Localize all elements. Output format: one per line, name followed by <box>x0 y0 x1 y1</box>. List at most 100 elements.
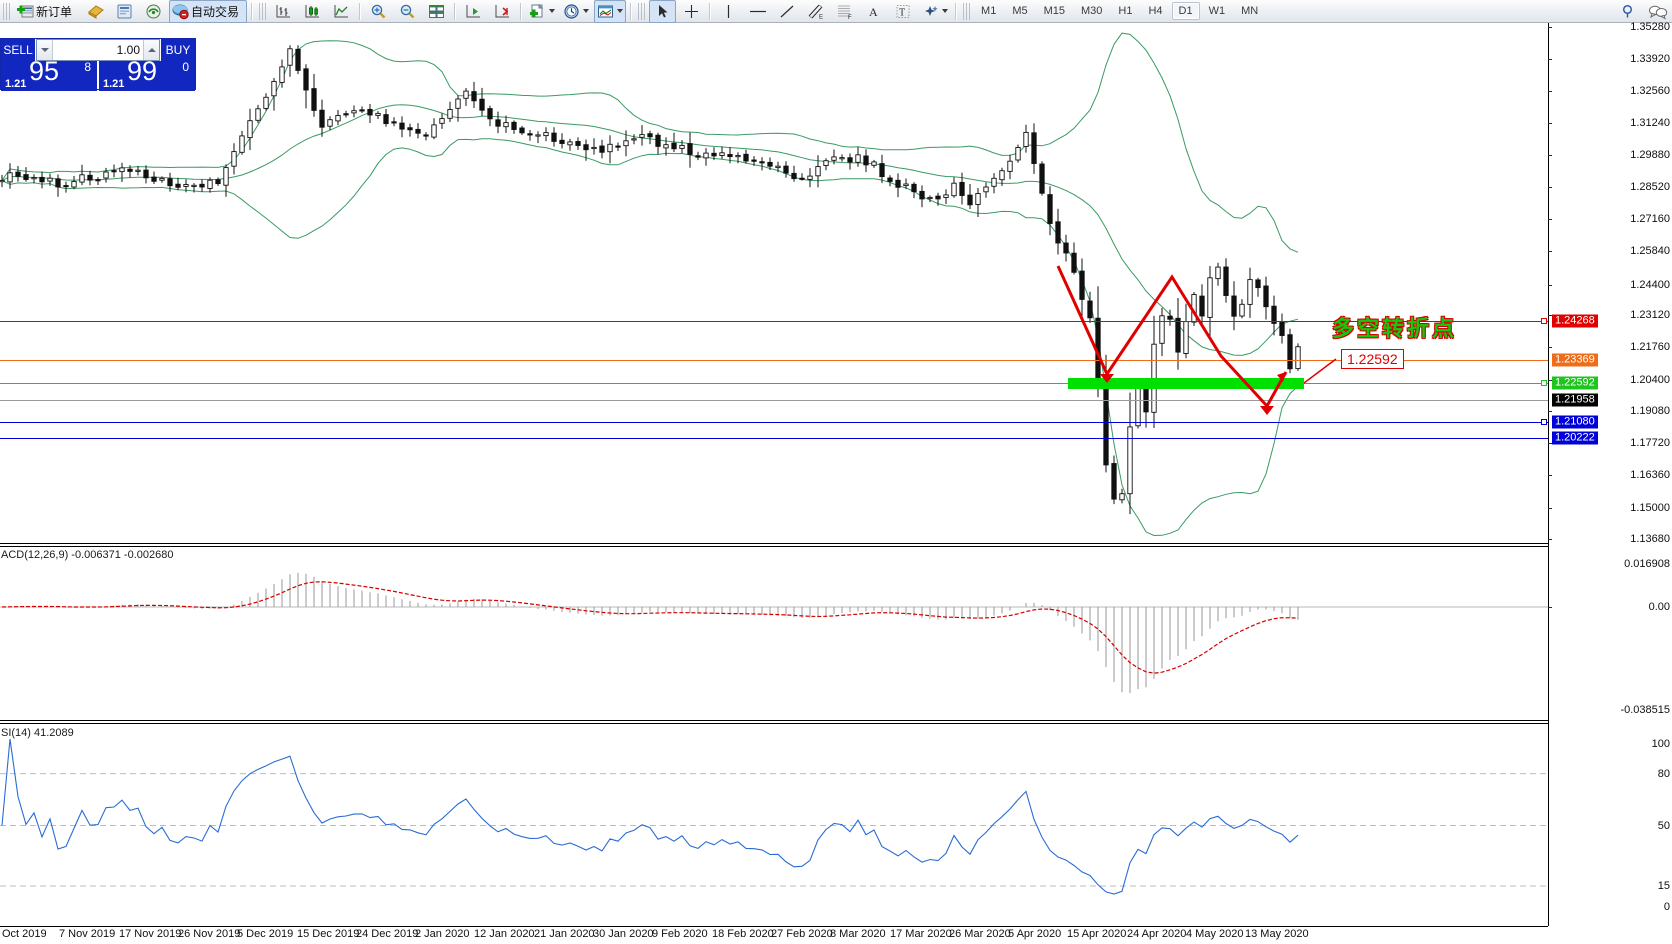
horizontal-line-icon <box>748 3 768 20</box>
one-click-trading-panel[interactable]: SELL 1.00 BUY 1.21 95 8 <box>0 38 196 91</box>
templates-caret-icon[interactable] <box>617 9 624 13</box>
horizontal-line-button[interactable] <box>744 0 771 23</box>
volume-field[interactable]: 1.00 <box>36 39 160 61</box>
timeframe-d1-button[interactable]: D1 <box>1171 2 1200 20</box>
rsi-axis-tick-label: 80 <box>1657 767 1670 780</box>
time-axis-tick-label: 27 Feb 2020 <box>771 928 833 940</box>
svg-text:F: F <box>848 15 852 20</box>
price-axis-tick <box>1548 315 1552 317</box>
tile-windows-icon <box>428 3 445 20</box>
price-pane[interactable] <box>0 23 1548 543</box>
new-order-button[interactable]: 新订单 <box>14 0 80 23</box>
terminal-button[interactable] <box>111 0 138 23</box>
timeframe-w1-button[interactable]: W1 <box>1208 5 1226 17</box>
candlestick-chart-button[interactable] <box>299 0 326 23</box>
templates-button[interactable] <box>594 0 627 23</box>
volume-decrement-button[interactable] <box>37 40 53 60</box>
bar-chart-button[interactable] <box>270 0 297 23</box>
time-axis-tick-label: 21 Jan 2020 <box>534 928 595 940</box>
equidistant-channel-button[interactable]: E <box>802 0 829 23</box>
search-button[interactable] <box>1615 0 1642 23</box>
volume-value[interactable]: 1.00 <box>116 43 140 57</box>
price-tag-1-22592[interactable]: 1.22592 <box>1552 376 1598 390</box>
timeframe-m1-button[interactable]: M1 <box>981 5 997 17</box>
price-axis-tick-label: 1.35280 <box>1630 21 1670 33</box>
timeframe-m15-button[interactable]: M15 <box>1043 5 1065 17</box>
horizontal-line-1-22592[interactable] <box>0 383 1548 384</box>
shift-chart-button[interactable] <box>460 0 487 23</box>
price-tag-1-23369[interactable]: 1.23369 <box>1552 353 1598 367</box>
period-caret-icon[interactable] <box>583 9 590 13</box>
timeframe-h1-button[interactable]: H1 <box>1118 5 1133 17</box>
horizontal-line-1-24268[interactable] <box>0 321 1548 322</box>
price-axis-tick-label: 1.20400 <box>1630 373 1670 386</box>
arrows-caret-icon[interactable] <box>942 9 949 13</box>
toolbar-separator-7 <box>955 2 958 20</box>
timeframe-group: M1 M5 M15 M30 H1 H4 D1 W1 MN <box>973 2 1266 20</box>
horizontal-line-1-23369[interactable] <box>0 360 1548 361</box>
autotrading-icon <box>172 3 189 20</box>
autotrading-label: 自动交易 <box>191 4 240 19</box>
rsi-axis[interactable]: 100 80 50 15 0 <box>1548 725 1672 926</box>
support-zone-highlight[interactable] <box>1068 378 1304 389</box>
chat-button[interactable] <box>1644 0 1671 23</box>
volume-increment-button[interactable] <box>143 40 159 60</box>
objects-toolbar-grip[interactable] <box>638 2 646 20</box>
timeframe-m5-button[interactable]: M5 <box>1012 5 1028 17</box>
arrows-button[interactable] <box>918 0 951 23</box>
vertical-line-button[interactable] <box>715 0 742 23</box>
price-macd-divider <box>0 543 1548 544</box>
timeframe-h4-button[interactable]: H4 <box>1148 5 1163 17</box>
market-watch-button[interactable] <box>140 0 167 23</box>
add-indicator-caret-icon[interactable] <box>549 9 556 13</box>
line-chart-button[interactable] <box>328 0 355 23</box>
time-axis-tick-label: 15 Apr 2020 <box>1067 928 1127 940</box>
crosshair-button[interactable] <box>678 0 705 23</box>
ask-price-prefix: 1.21 <box>103 78 125 90</box>
fibonacci-button[interactable]: F <box>831 0 858 23</box>
text-a-icon: A <box>867 3 881 20</box>
ask-price[interactable]: 1.21 99 0 <box>99 56 195 91</box>
time-axis[interactable]: Oct 2019 7 Nov 2019 17 Nov 2019 26 Nov 2019… <box>0 926 1672 944</box>
tile-windows-button[interactable] <box>423 0 450 23</box>
line-handle[interactable] <box>1541 318 1547 324</box>
time-axis-tick-label: Oct 2019 <box>2 928 47 940</box>
periodicity-toolbar-grip[interactable] <box>963 2 971 20</box>
price-axis-tick <box>1548 27 1552 28</box>
autotrading-button[interactable]: 自动交易 <box>169 0 248 23</box>
text-label-button[interactable]: T <box>889 0 916 23</box>
price-axis[interactable]: 1.35280 1.33920 1.32560 1.31240 1.29880 1.285… <box>1548 21 1672 545</box>
auto-scroll-button[interactable] <box>489 0 516 23</box>
price-tag-1-24268[interactable]: 1.24268 <box>1552 314 1598 328</box>
timeframe-m30-button[interactable]: M30 <box>1081 5 1103 17</box>
line-handle[interactable] <box>1541 419 1547 425</box>
trendline-button[interactable] <box>773 0 800 23</box>
price-axis-tick-label: 1.15000 <box>1630 501 1670 514</box>
ask-price-big: 99 <box>127 56 158 86</box>
bid-price[interactable]: 1.21 95 8 <box>1 56 97 91</box>
buy-button[interactable]: BUY <box>161 39 195 61</box>
horizontal-line-1-20222[interactable] <box>0 438 1548 439</box>
text-button[interactable]: A <box>860 0 887 23</box>
sell-button[interactable]: SELL <box>1 39 35 61</box>
price-tag-1-21958[interactable]: 1.21958 <box>1552 393 1598 407</box>
horizontal-line-1-21080[interactable] <box>0 422 1548 423</box>
price-axis-tick-label: 1.33920 <box>1630 53 1670 66</box>
rsi-axis-tick-label: 100 <box>1651 738 1670 750</box>
chart-area[interactable]: GBPUSD-,Daily 1.20853 1.22264 1.20835 1.… <box>0 21 1672 944</box>
macd-axis[interactable]: 0.016908 0.00 -0.038515 <box>1548 548 1672 720</box>
price-tag-1-20222[interactable]: 1.20222 <box>1552 431 1598 445</box>
metaeditor-button[interactable] <box>82 0 109 23</box>
charts-toolbar-grip[interactable] <box>259 2 267 20</box>
period-button[interactable] <box>560 0 592 23</box>
zoom-out-button[interactable] <box>394 0 421 23</box>
zoom-in-button[interactable] <box>365 0 392 23</box>
cursor-button[interactable] <box>649 0 677 23</box>
timeframe-mn-button[interactable]: MN <box>1241 5 1259 17</box>
toolbar-grip[interactable] <box>3 2 10 20</box>
price-tag-1-21080[interactable]: 1.21080 <box>1552 415 1598 429</box>
add-indicator-button[interactable] <box>526 0 558 23</box>
line-handle[interactable] <box>1541 380 1547 386</box>
svg-text:T: T <box>899 7 905 18</box>
horizontal-line-1-21958[interactable] <box>0 400 1548 401</box>
